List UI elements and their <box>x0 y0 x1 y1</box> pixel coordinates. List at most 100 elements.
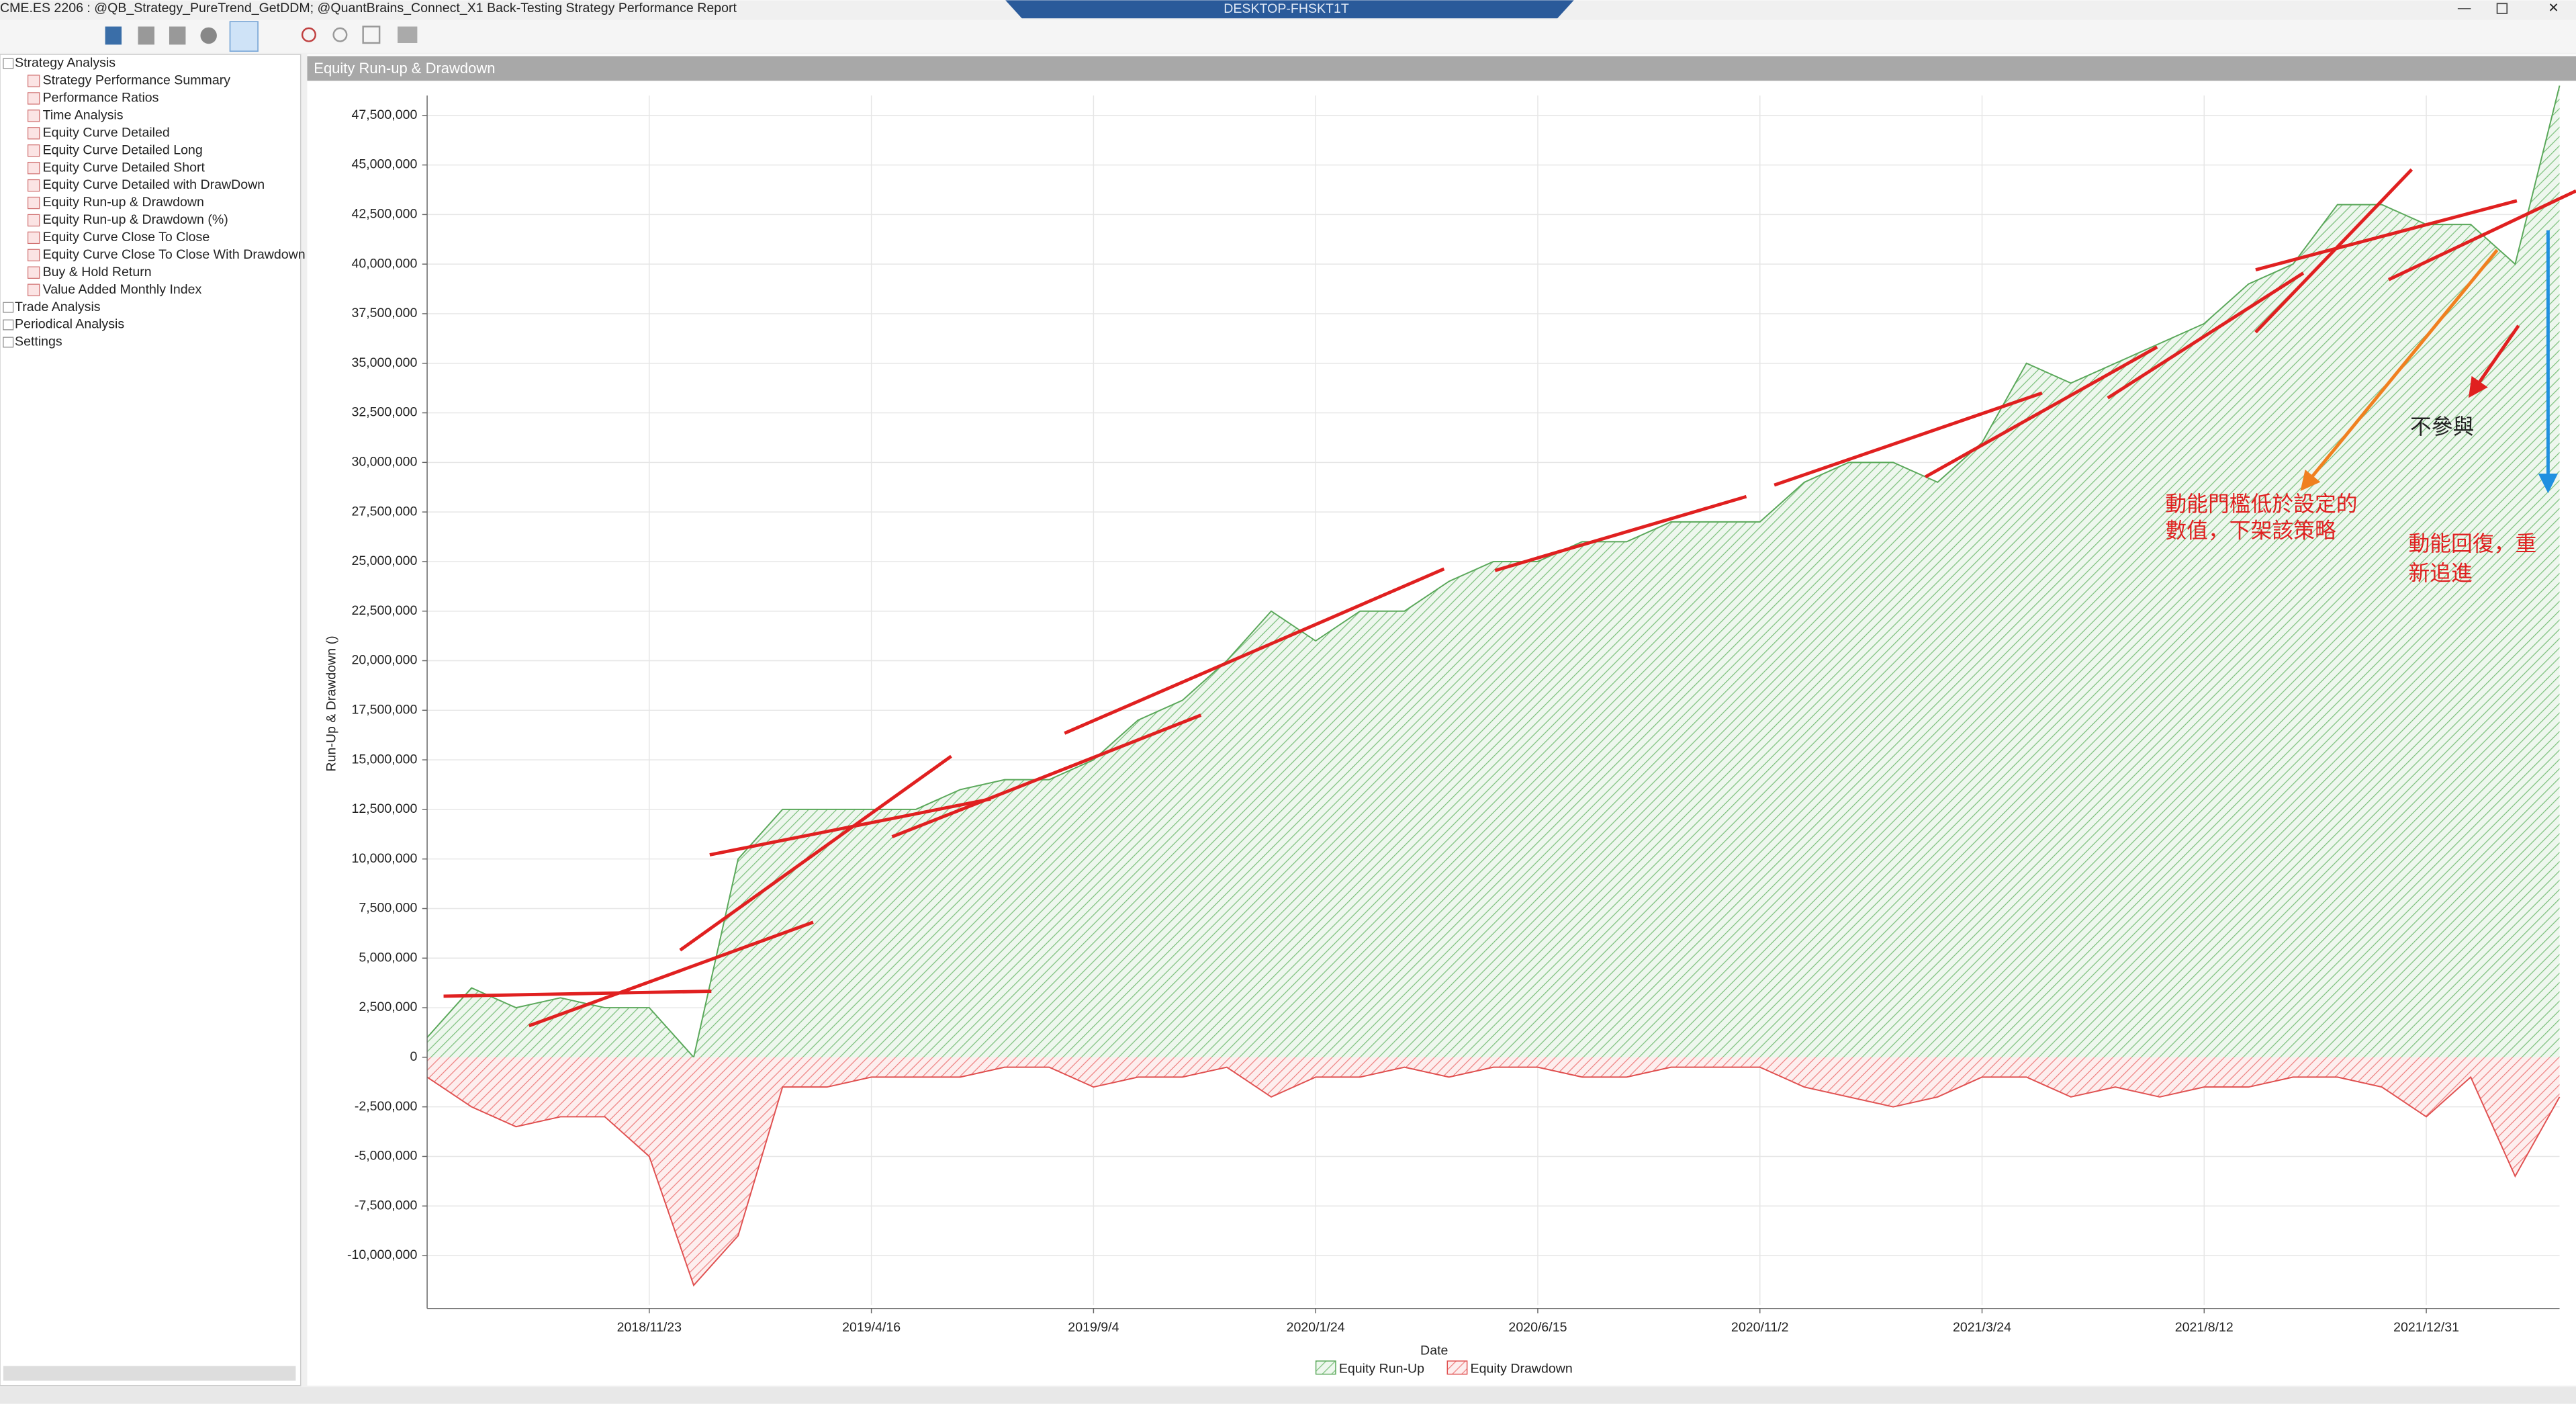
y-tick-label: 12,500,000 <box>351 801 417 816</box>
toolbar <box>0 19 2576 53</box>
item-icon <box>27 109 40 122</box>
tree-item[interactable]: Equity Run-up & Drawdown (%) <box>43 212 228 227</box>
tree: Strategy Analysis Strategy Performance Su… <box>3 56 306 349</box>
tree-item[interactable]: Equity Curve Detailed Short <box>43 160 205 175</box>
tree-item[interactable]: Strategy Performance Summary <box>43 73 231 88</box>
item-icon <box>27 92 40 105</box>
trend-lines <box>443 168 2576 1028</box>
y-tick-label: 17,500,000 <box>351 702 417 717</box>
y-tick-label: 35,000,000 <box>351 355 417 370</box>
close-button[interactable]: ✕ <box>2548 1 2559 15</box>
annotation: 新追進 <box>2408 562 2472 585</box>
tree-item[interactable]: Buy & Hold Return <box>43 265 152 279</box>
fit-button[interactable] <box>362 26 381 44</box>
y-tick-label: 10,000,000 <box>351 851 417 866</box>
item-icon <box>27 231 40 245</box>
y-tick-label: 22,500,000 <box>351 603 417 618</box>
y-tick-label: 32,500,000 <box>351 405 417 420</box>
zoom-out-button[interactable] <box>332 27 348 42</box>
x-tick-label: 2021/12/31 <box>2393 1320 2459 1335</box>
plot: -10,000,000 -7,500,000 -5,000,000 -2,500,00… <box>347 85 2561 1376</box>
legend-label: Equity Drawdown <box>1471 1361 1573 1376</box>
cursor-button[interactable] <box>229 21 259 52</box>
expander[interactable] <box>3 319 14 331</box>
x-tick-label: 2019/4/16 <box>842 1320 901 1335</box>
legend-label: Equity Run-Up <box>1339 1361 1424 1376</box>
y-tick-label: 20,000,000 <box>351 653 417 668</box>
item-icon <box>27 75 40 87</box>
y-tick-label: 30,000,000 <box>351 455 417 470</box>
y-tick-label: 47,500,000 <box>351 107 417 122</box>
minimize-button[interactable]: — <box>2458 1 2471 15</box>
arrow <box>2300 249 2499 491</box>
save-button[interactable] <box>105 26 122 45</box>
x-tick-label: 2021/3/24 <box>1953 1320 2011 1335</box>
y-tick-label: -2,500,000 <box>355 1099 418 1114</box>
item-icon <box>27 196 40 210</box>
window-title: CME.ES 2206 : @QB_Strategy_PureTrend_Get… <box>0 1 737 15</box>
legend-swatch <box>1446 1360 1468 1375</box>
legend-swatch <box>1315 1360 1336 1375</box>
status-bar <box>0 1387 2576 1404</box>
x-tick-label: 2020/11/2 <box>1731 1320 1789 1335</box>
item-icon <box>27 266 40 279</box>
y-tick-label: 42,500,000 <box>351 207 417 222</box>
item-icon <box>27 214 40 227</box>
area-outline <box>426 1066 2561 1287</box>
y-tick-label: 2,500,000 <box>359 1000 417 1014</box>
horizontal-scrollbar[interactable] <box>3 1366 296 1381</box>
y-tick-label: 25,000,000 <box>351 554 417 568</box>
annotation: 數值，下架該策略 <box>2165 519 2336 542</box>
y-tick-label: 15,000,000 <box>351 752 417 766</box>
tree-item[interactable]: Time Analysis <box>43 108 124 123</box>
x-tick-label: 2020/6/15 <box>1508 1320 1567 1335</box>
expander[interactable] <box>3 58 14 69</box>
chart-button[interactable] <box>398 26 418 43</box>
item-icon <box>27 249 40 261</box>
tree-item[interactable]: Equity Curve Detailed Long <box>43 142 203 157</box>
y-tick-label: 27,500,000 <box>351 504 417 519</box>
remote-host: DESKTOP-FHSKT1T <box>1224 1 1349 16</box>
tree-item[interactable]: Periodical Analysis <box>15 317 124 332</box>
item-icon <box>27 161 40 175</box>
item-icon <box>27 283 40 296</box>
item-icon <box>27 127 40 140</box>
tree-item[interactable]: Value Added Monthly Index <box>43 282 202 297</box>
restore-button[interactable] <box>2496 3 2508 14</box>
zoom-in-button[interactable] <box>301 27 316 42</box>
y-tick-label: -5,000,000 <box>355 1149 418 1164</box>
panel-title: Equity Run-up & Drawdown <box>314 60 495 77</box>
export-button[interactable] <box>138 26 154 45</box>
y-tick-label: -10,000,000 <box>347 1247 418 1262</box>
arrow <box>2468 324 2520 398</box>
tree-item[interactable]: Equity Curve Detailed with DrawDown <box>43 177 265 192</box>
tree-item[interactable]: Equity Curve Close To Close With Drawdow… <box>43 247 306 262</box>
settings-button[interactable] <box>200 27 217 44</box>
panel-header <box>307 56 2576 81</box>
y-tick-label: 5,000,000 <box>359 950 417 965</box>
area-outline <box>426 85 2561 1059</box>
tree-item[interactable]: Settings <box>15 335 62 349</box>
x-axis-label: Date <box>1420 1344 1448 1358</box>
y-tick-label: 40,000,000 <box>351 256 417 271</box>
tree-item[interactable]: Equity Curve Detailed <box>43 125 170 140</box>
area <box>427 85 2560 1057</box>
print-button[interactable] <box>169 26 186 45</box>
tree-item[interactable]: Performance Ratios <box>43 91 159 105</box>
expander[interactable] <box>3 337 14 348</box>
x-tick-label: 2019/9/4 <box>1068 1320 1119 1335</box>
expander[interactable] <box>3 302 14 313</box>
annotation: 動能門檻低於設定的 <box>2165 492 2357 516</box>
tree-item[interactable]: Trade Analysis <box>15 300 101 314</box>
annotation: 不參與 <box>2410 415 2474 439</box>
y-axis-label: Run-Up & Drawdown () <box>324 635 338 771</box>
x-tick-label: 2021/8/12 <box>2175 1320 2234 1335</box>
tree-item[interactable]: Equity Run-up & Drawdown <box>43 195 204 210</box>
x-tick-label: 2018/11/23 <box>617 1320 682 1335</box>
y-tick-label: 45,000,000 <box>351 157 417 172</box>
y-tick-label: 7,500,000 <box>359 901 417 916</box>
tree-item[interactable]: Equity Curve Close To Close <box>43 230 210 245</box>
tree-item[interactable]: Strategy Analysis <box>15 56 116 71</box>
